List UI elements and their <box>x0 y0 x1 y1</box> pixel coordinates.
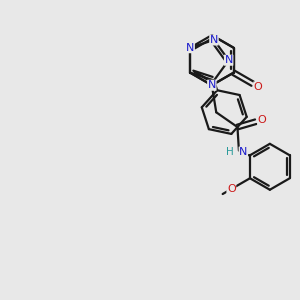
Text: O: O <box>258 115 267 125</box>
Text: N: N <box>210 35 218 45</box>
Text: O: O <box>227 184 236 194</box>
Text: N: N <box>224 55 233 65</box>
Text: N: N <box>208 80 216 90</box>
Text: N: N <box>239 147 248 157</box>
Text: N: N <box>186 43 194 53</box>
Text: O: O <box>254 82 262 92</box>
Text: H: H <box>226 147 233 157</box>
